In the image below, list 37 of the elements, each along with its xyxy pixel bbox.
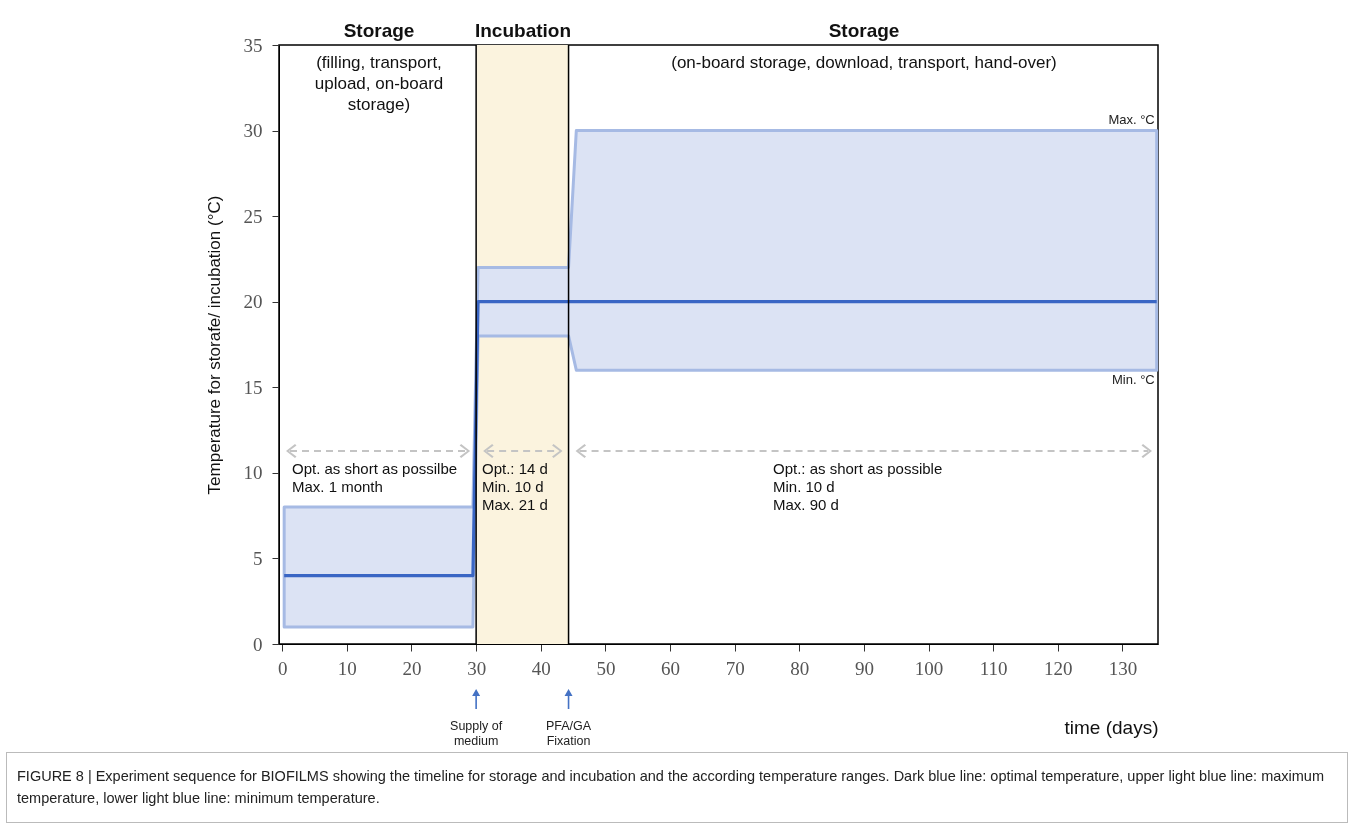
y-tick-label: 25 [243, 205, 263, 227]
caption: FIGURE 8 | Experiment sequence for BIOFILMS showing the timeline for storage and incubation and the according temperature ranges. Dark blue line: optimal temperature, upper light blue line: maximum temperature, lower light blue line: minimum temperature. [6, 752, 1348, 823]
y-tick-label: 10 [243, 462, 263, 484]
x-tick-label: 90 [854, 657, 874, 679]
y-tick-label: 0 [253, 633, 263, 655]
annotation: (filling, transport, upload, on-board storage) [314, 53, 444, 114]
annotation: Opt. as short as possilbe Max. 1 month [292, 460, 458, 495]
x-tick-label: 100 [914, 657, 944, 679]
text: PFA/GA Fixation [545, 719, 592, 748]
annotation: Max. °C [1108, 111, 1155, 127]
annotation: Opt.: as short as possible Min. 10 d Max. 90 d [773, 460, 943, 513]
y-tick-label: 30 [243, 120, 263, 142]
x-tick-label: 50 [596, 657, 616, 679]
y-tick-label: 35 [243, 34, 263, 56]
y-axis-title: Temperature for storafe/ incubation (°C) [204, 195, 224, 495]
x-tick-label: 20 [402, 657, 422, 679]
annotation: Min. °C [1112, 372, 1155, 388]
x-tick-label: 10 [337, 657, 357, 679]
annotation: Opt.: 14 d Min. 10 d Max. 21 d [482, 460, 548, 513]
text: Storage [343, 20, 415, 41]
y-tick-label: 5 [253, 547, 263, 569]
x-tick-label: 60 [661, 657, 681, 679]
x-axis-title: time (days) [1064, 716, 1159, 738]
text: Storage [828, 20, 900, 41]
x-tick-label: 110 [979, 657, 1008, 679]
text: Incubation [474, 20, 572, 41]
x-tick-label: 70 [725, 657, 745, 679]
x-tick-label: 120 [1044, 657, 1073, 679]
y-tick-label: 20 [243, 291, 263, 313]
x-tick-label: 40 [531, 657, 551, 679]
x-tick-label: 30 [467, 657, 487, 679]
text: Supply of medium [450, 719, 503, 748]
x-tick-label: 0 [277, 657, 288, 679]
x-tick-label: 80 [790, 657, 810, 679]
x-tick-label: 130 [1108, 657, 1138, 679]
y-tick-label: 15 [243, 376, 263, 398]
annotation: (on-board storage, download, transport, hand-over) [671, 53, 1057, 72]
